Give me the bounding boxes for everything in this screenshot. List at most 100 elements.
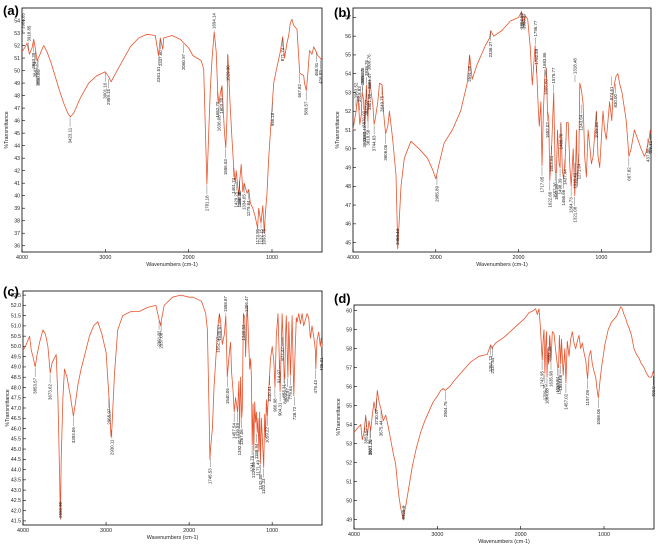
peak-label: 1188.94 — [254, 443, 259, 459]
peak-label: 1132.15 — [258, 228, 263, 244]
x-tick-label: 4000 — [16, 255, 28, 261]
peak-label: 405.31 — [319, 357, 324, 371]
peak-label: 1279.84 — [246, 200, 251, 216]
peak-label: 1795.77 — [533, 20, 538, 36]
peak-label: 1521.06 — [558, 374, 563, 390]
peak-label: 3606.06 — [383, 144, 388, 160]
peak-label: 1540.06 — [225, 388, 230, 404]
peak-label: 3730.07 — [374, 408, 379, 424]
peak-label: 1093.75 — [262, 228, 267, 244]
peak-label: 3838.76 — [364, 60, 369, 76]
peak-label: 3863.46 — [362, 125, 367, 141]
peak-label: 1243.64 — [579, 114, 584, 130]
y-tick-label: 49 — [14, 81, 20, 87]
peak-label: 1318.49 — [572, 172, 577, 188]
y-tick-label: 50 — [346, 498, 352, 504]
y-tick-label: 54 — [345, 71, 351, 77]
peak-label: 1429.25 — [234, 191, 239, 207]
peak-label: 3853.57 — [364, 427, 369, 443]
peak-label: 3393.06 — [71, 427, 76, 443]
spectrum-line — [21, 18, 323, 234]
y-tick-label: 59 — [346, 327, 352, 333]
y-tick-label: 46.5 — [11, 416, 21, 422]
x-tick-label: 4000 — [347, 255, 359, 261]
peak-label: 1364.73 — [569, 197, 574, 213]
peak-label: 1559.84 — [555, 376, 560, 392]
peak-label: 2959.15 — [106, 89, 111, 105]
peak-label: 1197.09 — [585, 389, 590, 405]
peak-label: 1636.08 — [216, 115, 221, 131]
x-tick-label: 1000 — [595, 255, 607, 261]
peak-label: 1241.79 — [250, 455, 255, 471]
y-tick-label: 45 — [14, 131, 20, 137]
y-tick-label: 48.5 — [11, 375, 21, 381]
peak-label: 589.57 — [304, 101, 309, 115]
y-tick-label: 42 — [14, 168, 20, 174]
peak-label: 1271.04 — [576, 163, 581, 179]
peak-label: 3807.70 — [368, 439, 373, 455]
x-tick-label: 2000 — [513, 255, 525, 261]
peak-label: 3550.95 — [58, 501, 63, 517]
peak-label: 1437.44 — [563, 169, 568, 185]
peak-label: 2985.89 — [434, 185, 439, 201]
x-tick-label: 1000 — [266, 528, 278, 534]
peak-label: 3810.83 — [35, 70, 40, 86]
peak-label: 779.64 — [288, 386, 293, 400]
peak-label: 3863.89 — [362, 131, 367, 147]
y-tick-label: 50.0 — [11, 344, 21, 350]
peak-label: 1059.22 — [265, 427, 270, 443]
y-tick-label: 51 — [346, 479, 352, 485]
panel-a: (a) 36 37 38 39 40 41 42 43 44 45 46 47 48 49 50 51 52 53… — [0, 0, 329, 272]
x-tick-label: 2000 — [183, 528, 195, 534]
y-tick-label: 37 — [14, 231, 20, 237]
y-tick-label: 45 — [345, 240, 351, 246]
peak-label: 904.31 — [278, 402, 283, 416]
plot-frame — [21, 7, 323, 253]
peak-label: 2361.51 — [156, 66, 161, 82]
peak-label: 1622.66 — [547, 191, 552, 207]
x-tick-label: 3000 — [99, 255, 111, 261]
peak-label: 1933.87 — [522, 13, 527, 29]
peak-label: 3807.70 — [36, 68, 41, 84]
peak-label: 1055.66 — [594, 122, 599, 138]
peak-label: 1652.79 — [215, 101, 220, 117]
peak-label: 2337.08 — [159, 332, 164, 348]
ir-spectrum-chart-a: 36 37 38 39 40 41 42 43 44 45 46 47 48 49 50 51 52 53 54 40… — [4, 7, 323, 268]
peak-label: 3649.75 — [379, 95, 384, 111]
y-tick-label: 41.5 — [11, 519, 21, 525]
peak-label: 3841.24 — [33, 61, 38, 77]
x-tick-label: 3000 — [430, 255, 442, 261]
y-axis-label: %Transmittance — [336, 398, 342, 435]
peak-label: 1603.20 — [219, 97, 224, 113]
peak-label: 1102.23 — [261, 478, 266, 494]
peak-label: 1683.86 — [542, 52, 547, 68]
peak-label: 1652.97 — [215, 336, 220, 352]
peak-label: 1652.28 — [547, 346, 552, 362]
y-tick-label: 42.5 — [11, 498, 21, 504]
peak-label: 1556.53 — [223, 159, 228, 175]
peak-label: 475.43 — [313, 379, 318, 393]
peak-label: 3801.95 — [367, 94, 372, 110]
y-axis-label: %Transmittance — [335, 111, 341, 148]
y-tick-label: 47.5 — [11, 396, 21, 402]
y-tick-label: 46 — [14, 118, 20, 124]
y-tick-label: 49.5 — [11, 354, 21, 360]
peak-label: 1367.06 — [239, 429, 244, 445]
y-tick-label: 47.0 — [11, 406, 21, 412]
peak-label: 3918.83 — [357, 86, 362, 102]
peak-label: 1543.05 — [554, 184, 559, 200]
peak-label: 1030.81 — [267, 386, 272, 402]
y-tick-label: 53 — [346, 441, 352, 447]
peak-label: 1321.08 — [572, 206, 577, 222]
y-tick-label: 46 — [345, 222, 351, 228]
peak-label: 1461.74 — [231, 177, 236, 193]
x-tick-label: 4000 — [348, 532, 360, 538]
peak-label: 3001.10 — [103, 82, 108, 98]
y-tick-label: 51 — [345, 128, 351, 134]
y-tick-label: 43 — [14, 156, 20, 162]
peak-label: 2591.65 — [467, 65, 472, 81]
panel-label-a: (a) — [3, 3, 19, 18]
peak-label: 1603.84 — [549, 155, 554, 171]
peak-label: 1173.95 — [255, 228, 260, 244]
peak-label: 1529.90 — [225, 65, 230, 81]
